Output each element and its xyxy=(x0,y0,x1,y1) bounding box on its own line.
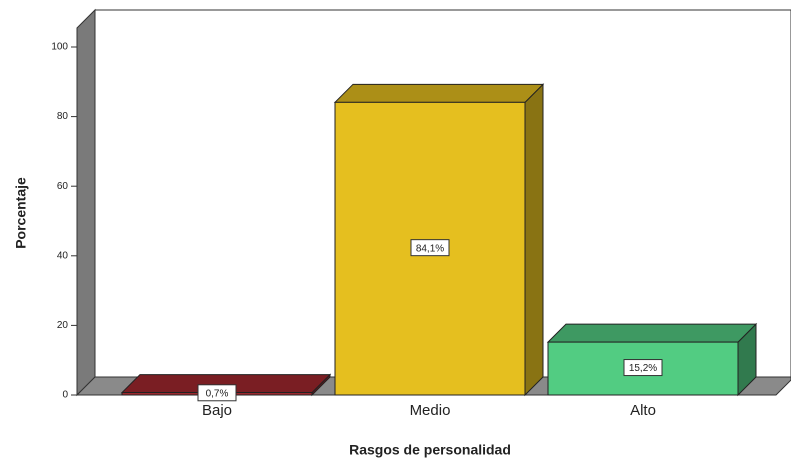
value-label: 0,7% xyxy=(206,388,229,399)
value-label: 15,2% xyxy=(629,363,657,374)
y-tick-label: 0 xyxy=(62,390,68,401)
y-axis-title: Porcentaje xyxy=(13,177,29,249)
y-tick-label: 20 xyxy=(57,320,69,331)
x-tick-label: Bajo xyxy=(202,402,232,419)
y-tick-label: 60 xyxy=(57,181,69,192)
x-tick-label: Medio xyxy=(410,402,451,419)
bar-side xyxy=(524,83,544,397)
bar-top xyxy=(546,323,758,343)
side-wall xyxy=(76,8,96,397)
bar-top xyxy=(333,83,545,103)
value-label: 84,1% xyxy=(416,243,444,254)
y-tick-label: 80 xyxy=(57,111,69,122)
value-label-box xyxy=(623,359,663,377)
value-label-box xyxy=(410,239,450,257)
y-tick-label: 40 xyxy=(57,250,69,261)
x-axis-title: Rasgos de personalidad xyxy=(349,442,511,458)
x-tick-label: Alto xyxy=(630,402,656,419)
y-tick-label: 100 xyxy=(51,42,68,53)
value-label-box xyxy=(197,384,237,402)
